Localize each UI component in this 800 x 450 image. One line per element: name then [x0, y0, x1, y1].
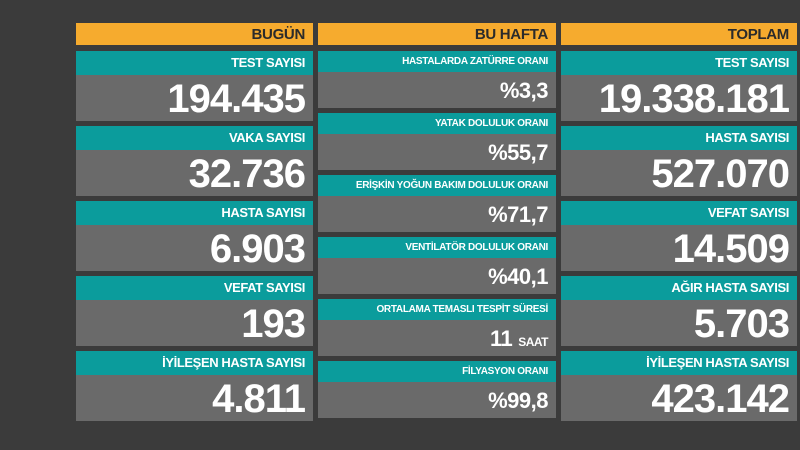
stat-number: %55,7: [488, 140, 548, 165]
total-patient-count: HASTA SAYISI 527.070: [561, 126, 797, 196]
total-recovered-count: İYİLEŞEN HASTA SAYISI 423.142: [561, 351, 797, 421]
stat-value: 14.509: [561, 225, 797, 271]
stat-label: HASTA SAYISI: [76, 201, 313, 225]
today-header: BUGÜN: [76, 23, 313, 45]
stat-value: %55,7: [318, 134, 556, 170]
stat-label: ORTALAMA TEMASLI TESPİT SÜRESİ: [318, 299, 556, 320]
this-week-header: BU HAFTA: [318, 23, 556, 45]
stat-value: 11 SAAT: [318, 320, 556, 356]
total-test-count: TEST SAYISI 19.338.181: [561, 51, 797, 121]
stat-value: 193: [76, 300, 313, 346]
stat-value: 5.703: [561, 300, 797, 346]
total-column: TOPLAM TEST SAYISI 19.338.181 HASTA SAYI…: [561, 23, 797, 426]
stat-value: 527.070: [561, 150, 797, 196]
stat-label: TEST SAYISI: [76, 51, 313, 75]
today-death-count: VEFAT SAYISI 193: [76, 276, 313, 346]
stat-label: İYİLEŞEN HASTA SAYISI: [76, 351, 313, 375]
today-column: BUGÜN TEST SAYISI 194.435 VAKA SAYISI 32…: [76, 23, 313, 426]
today-case-count: VAKA SAYISI 32.736: [76, 126, 313, 196]
stat-value: 4.811: [76, 375, 313, 421]
stat-value: 423.142: [561, 375, 797, 421]
stat-number: %40,1: [488, 264, 548, 289]
stat-label: VENTİLATÖR DOLULUK ORANI: [318, 237, 556, 258]
stat-number: %99,8: [488, 388, 548, 413]
stat-label: HASTA SAYISI: [561, 126, 797, 150]
stat-number: %71,7: [488, 202, 548, 227]
stat-value: %3,3: [318, 72, 556, 108]
this-week-column: BU HAFTA HASTALARDA ZATÜRRE ORANI %3,3 Y…: [318, 23, 556, 423]
total-header: TOPLAM: [561, 23, 797, 45]
stat-value: 19.338.181: [561, 75, 797, 121]
stat-label: YATAK DOLULUK ORANI: [318, 113, 556, 134]
stat-value: 32.736: [76, 150, 313, 196]
stat-label: VAKA SAYISI: [76, 126, 313, 150]
bed-occupancy-rate: YATAK DOLULUK ORANI %55,7: [318, 113, 556, 170]
stat-value: %40,1: [318, 258, 556, 294]
stat-value: 194.435: [76, 75, 313, 121]
total-severe-patient-count: AĞIR HASTA SAYISI 5.703: [561, 276, 797, 346]
stat-value: %71,7: [318, 196, 556, 232]
stat-label: VEFAT SAYISI: [561, 201, 797, 225]
stat-number: %3,3: [499, 78, 549, 103]
stat-label: FİLYASYON ORANI: [318, 361, 556, 382]
ventilator-occupancy-rate: VENTİLATÖR DOLULUK ORANI %40,1: [318, 237, 556, 294]
contact-detection-time: ORTALAMA TEMASLI TESPİT SÜRESİ 11 SAAT: [318, 299, 556, 356]
today-test-count: TEST SAYISI 194.435: [76, 51, 313, 121]
stat-label: İYİLEŞEN HASTA SAYISI: [561, 351, 797, 375]
stat-label: HASTALARDA ZATÜRRE ORANI: [318, 51, 556, 72]
stat-label: ERİŞKİN YOĞUN BAKIM DOLULUK ORANI: [318, 175, 556, 196]
stat-number: 11: [489, 326, 513, 351]
filiation-rate: FİLYASYON ORANI %99,8: [318, 361, 556, 418]
stat-label: AĞIR HASTA SAYISI: [561, 276, 797, 300]
today-patient-count: HASTA SAYISI 6.903: [76, 201, 313, 271]
icu-occupancy-rate: ERİŞKİN YOĞUN BAKIM DOLULUK ORANI %71,7: [318, 175, 556, 232]
stat-value: 6.903: [76, 225, 313, 271]
today-recovered-count: İYİLEŞEN HASTA SAYISI 4.811: [76, 351, 313, 421]
stat-label: TEST SAYISI: [561, 51, 797, 75]
stat-value: %99,8: [318, 382, 556, 418]
pneumonia-rate: HASTALARDA ZATÜRRE ORANI %3,3: [318, 51, 556, 108]
stat-label: VEFAT SAYISI: [76, 276, 313, 300]
stat-unit: SAAT: [518, 335, 548, 349]
total-death-count: VEFAT SAYISI 14.509: [561, 201, 797, 271]
